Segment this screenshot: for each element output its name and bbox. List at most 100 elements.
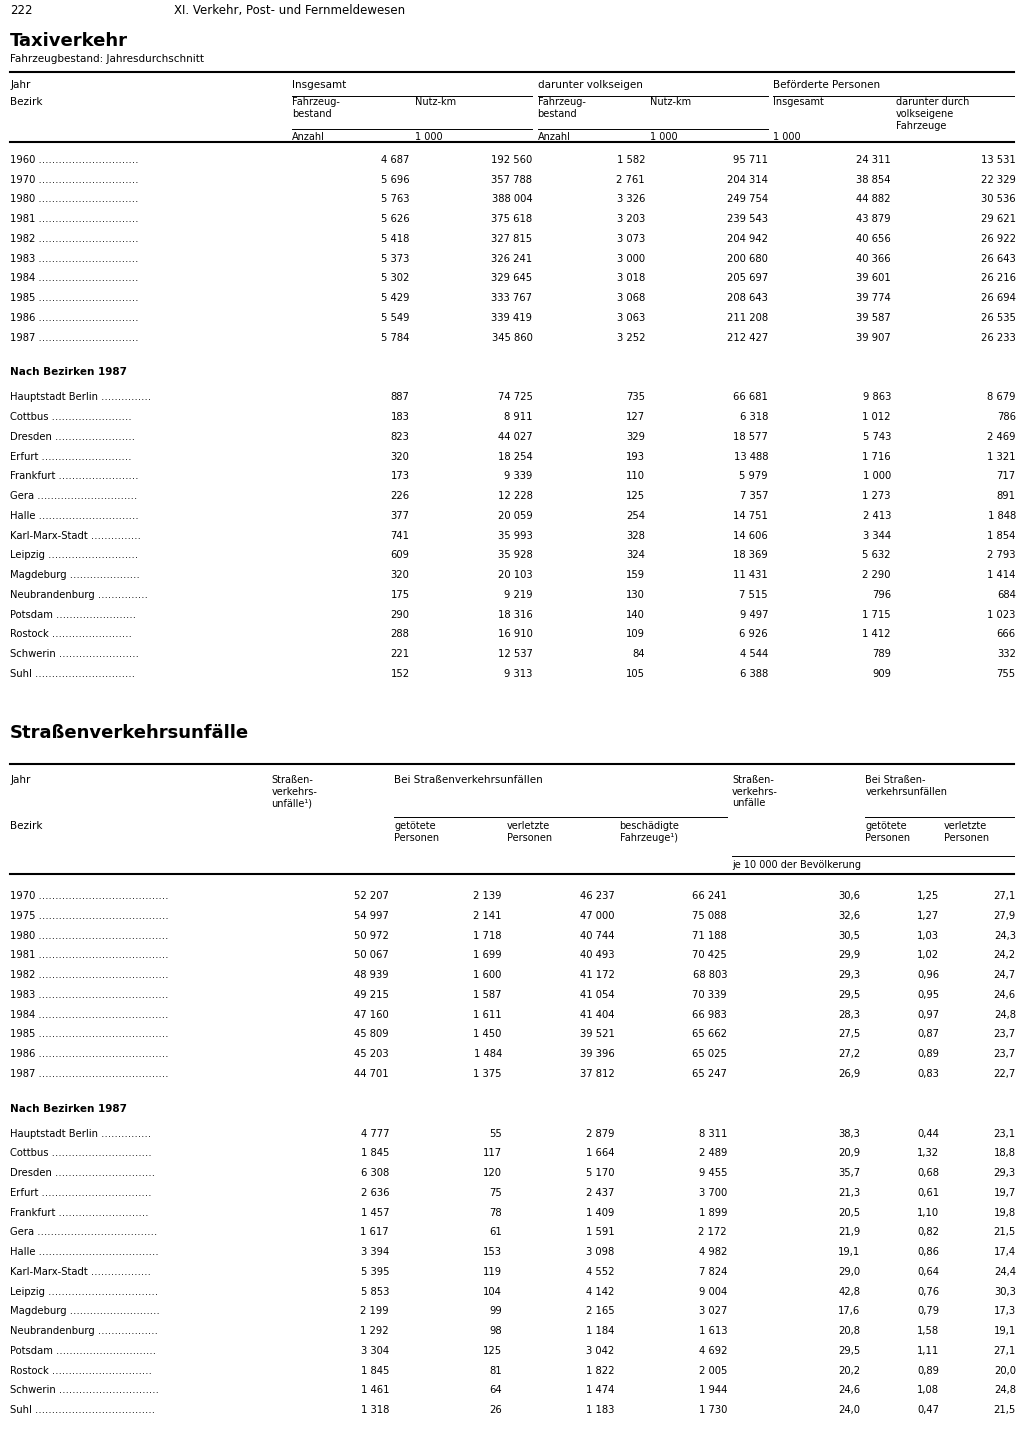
Text: getötete
Personen: getötete Personen — [394, 821, 439, 843]
Text: 39 601: 39 601 — [856, 274, 891, 284]
Text: 75 088: 75 088 — [692, 911, 727, 921]
Text: 12 228: 12 228 — [498, 491, 532, 501]
Text: 20,8: 20,8 — [839, 1326, 860, 1336]
Text: Taxiverkehr: Taxiverkehr — [10, 33, 128, 50]
Text: 43 879: 43 879 — [856, 215, 891, 225]
Text: verletzte
Personen: verletzte Personen — [944, 821, 989, 843]
Text: Bezirk: Bezirk — [10, 97, 43, 107]
Text: 0,95: 0,95 — [916, 990, 939, 1000]
Text: 24,8: 24,8 — [994, 1386, 1016, 1396]
Text: 4 777: 4 777 — [360, 1128, 389, 1138]
Text: 2 199: 2 199 — [360, 1306, 389, 1316]
Text: 1 023: 1 023 — [987, 610, 1016, 620]
Text: 68 803: 68 803 — [692, 971, 727, 981]
Text: Fahrzeug-
bestand: Fahrzeug- bestand — [538, 97, 586, 119]
Text: Gera …………………………: Gera ………………………… — [10, 491, 137, 501]
Text: 735: 735 — [626, 392, 645, 402]
Text: 4 982: 4 982 — [698, 1247, 727, 1257]
Text: 891: 891 — [996, 491, 1016, 501]
Text: 26 694: 26 694 — [981, 294, 1016, 304]
Text: 324: 324 — [627, 550, 645, 560]
Text: 13 488: 13 488 — [733, 451, 768, 461]
Text: 5 979: 5 979 — [739, 471, 768, 481]
Text: 55: 55 — [489, 1128, 502, 1138]
Text: 755: 755 — [996, 669, 1016, 679]
Text: 183: 183 — [391, 412, 410, 422]
Text: 41 404: 41 404 — [580, 1010, 614, 1020]
Text: 99: 99 — [489, 1306, 502, 1316]
Text: 1,10: 1,10 — [916, 1207, 939, 1217]
Text: 5 626: 5 626 — [381, 215, 410, 225]
Text: Straßenverkehrsunfälle: Straßenverkehrsunfälle — [10, 723, 250, 742]
Text: Beförderte Personen: Beförderte Personen — [773, 80, 881, 90]
Text: 38 854: 38 854 — [856, 175, 891, 185]
Text: 1 461: 1 461 — [360, 1386, 389, 1396]
Text: 249 754: 249 754 — [727, 195, 768, 205]
Text: 1 000: 1 000 — [415, 133, 442, 143]
Text: 328: 328 — [627, 531, 645, 541]
Text: 70 339: 70 339 — [692, 990, 727, 1000]
Text: 35 993: 35 993 — [498, 531, 532, 541]
Text: 1985 …………………………………: 1985 ………………………………… — [10, 1030, 169, 1040]
Text: 28,3: 28,3 — [839, 1010, 860, 1020]
Text: 320: 320 — [391, 570, 410, 580]
Text: 1 412: 1 412 — [862, 630, 891, 640]
Text: 23,7: 23,7 — [993, 1030, 1016, 1040]
Text: 5 549: 5 549 — [381, 314, 410, 324]
Text: 1 944: 1 944 — [698, 1386, 727, 1396]
Text: 1980 …………………………: 1980 ………………………… — [10, 195, 138, 205]
Text: 159: 159 — [626, 570, 645, 580]
Text: beschädigte
Fahrzeuge¹): beschädigte Fahrzeuge¹) — [620, 821, 679, 843]
Text: 17,6: 17,6 — [838, 1306, 860, 1316]
Text: 0,87: 0,87 — [918, 1030, 939, 1040]
Text: Insgesamt: Insgesamt — [773, 97, 824, 107]
Text: Dresden ……………………: Dresden …………………… — [10, 432, 135, 442]
Text: 32,6: 32,6 — [838, 911, 860, 921]
Text: 1975 …………………………………: 1975 ………………………………… — [10, 911, 169, 921]
Text: 0,83: 0,83 — [918, 1070, 939, 1078]
Text: 329 645: 329 645 — [492, 274, 532, 284]
Text: 1 715: 1 715 — [862, 610, 891, 620]
Text: 1 617: 1 617 — [360, 1227, 389, 1237]
Text: 0,96: 0,96 — [916, 971, 939, 981]
Text: 2 165: 2 165 — [586, 1306, 614, 1316]
Text: 1 591: 1 591 — [586, 1227, 614, 1237]
Text: 27,9: 27,9 — [993, 911, 1016, 921]
Text: 1 184: 1 184 — [586, 1326, 614, 1336]
Text: 21,9: 21,9 — [838, 1227, 860, 1237]
Text: 26 233: 26 233 — [981, 332, 1016, 342]
Text: 4 687: 4 687 — [381, 155, 410, 165]
Text: 110: 110 — [626, 471, 645, 481]
Text: Neubrandenburg ………………: Neubrandenburg ……………… — [10, 1326, 158, 1336]
Text: 1 474: 1 474 — [586, 1386, 614, 1396]
Text: 52 207: 52 207 — [354, 891, 389, 901]
Text: 50 972: 50 972 — [354, 931, 389, 941]
Text: getötete
Personen: getötete Personen — [865, 821, 910, 843]
Text: 1 582: 1 582 — [616, 155, 645, 165]
Text: 3 063: 3 063 — [616, 314, 645, 324]
Text: Nutz-km: Nutz-km — [415, 97, 456, 107]
Text: 357 788: 357 788 — [492, 175, 532, 185]
Text: 1984 …………………………………: 1984 ………………………………… — [10, 1010, 169, 1020]
Text: 332: 332 — [997, 649, 1016, 659]
Text: 221: 221 — [390, 649, 410, 659]
Text: XI. Verkehr, Post- und Fernmeldewesen: XI. Verkehr, Post- und Fernmeldewesen — [174, 4, 406, 17]
Text: 200 680: 200 680 — [727, 253, 768, 263]
Text: 40 744: 40 744 — [580, 931, 614, 941]
Text: 35 928: 35 928 — [498, 550, 532, 560]
Text: 0,44: 0,44 — [918, 1128, 939, 1138]
Text: Jahr: Jahr — [10, 775, 31, 785]
Text: 152: 152 — [390, 669, 410, 679]
Text: 3 042: 3 042 — [586, 1346, 614, 1356]
Text: 20,9: 20,9 — [838, 1148, 860, 1158]
Text: 1 699: 1 699 — [473, 951, 502, 961]
Text: 1982 …………………………: 1982 ………………………… — [10, 233, 138, 243]
Text: 5 429: 5 429 — [381, 294, 410, 304]
Text: 1 414: 1 414 — [987, 570, 1016, 580]
Text: 1 600: 1 600 — [473, 971, 502, 981]
Text: Rostock ……………………: Rostock …………………… — [10, 630, 132, 640]
Text: 20 103: 20 103 — [498, 570, 532, 580]
Text: 105: 105 — [626, 669, 645, 679]
Text: 1,32: 1,32 — [916, 1148, 939, 1158]
Text: 29,3: 29,3 — [838, 971, 860, 981]
